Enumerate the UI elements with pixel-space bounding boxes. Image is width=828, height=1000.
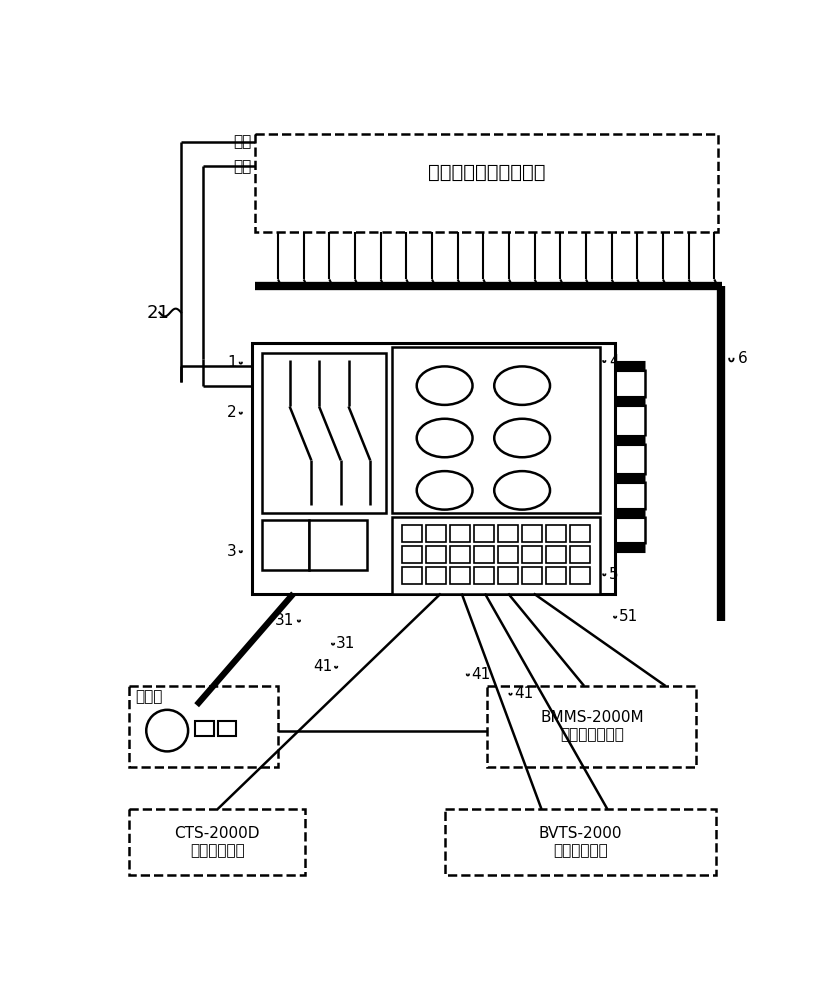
Text: 正极: 正极 [233, 134, 252, 149]
Bar [444, 809, 715, 875]
Bar [309, 520, 367, 570]
Text: 41: 41 [513, 686, 533, 701]
Bar [473, 567, 493, 584]
Bar [497, 567, 518, 584]
Bar [195, 721, 214, 736]
Bar [449, 525, 469, 542]
Text: 负载箱: 负载箱 [135, 689, 162, 704]
Bar [521, 567, 542, 584]
Text: 31: 31 [275, 613, 294, 628]
Bar [401, 525, 421, 542]
Bar [217, 721, 236, 736]
Bar [129, 686, 277, 767]
Bar [521, 525, 542, 542]
Text: 2: 2 [227, 405, 237, 420]
Text: 41: 41 [313, 659, 332, 674]
Bar [487, 686, 696, 767]
Text: 21: 21 [146, 304, 169, 322]
Bar [449, 567, 469, 584]
Bar [473, 546, 493, 563]
Bar [425, 567, 445, 584]
Bar [129, 809, 305, 875]
Bar [545, 525, 566, 542]
Bar [497, 525, 518, 542]
Text: 41: 41 [471, 667, 490, 682]
Bar [425, 546, 445, 563]
Bar [392, 517, 599, 594]
Bar [262, 520, 309, 570]
Bar [392, 347, 599, 513]
Ellipse shape [416, 419, 472, 457]
Text: BVTS-2000
电压测试装置: BVTS-2000 电压测试装置 [538, 826, 621, 858]
Text: 负极: 负极 [233, 159, 252, 174]
Text: 6: 6 [737, 351, 746, 366]
Bar [569, 546, 590, 563]
Bar [497, 546, 518, 563]
Bar [473, 525, 493, 542]
Text: 被测试变电站蓄电池组: 被测试变电站蓄电池组 [427, 163, 545, 182]
Ellipse shape [416, 366, 472, 405]
Bar [569, 525, 590, 542]
Bar [545, 567, 566, 584]
Bar [254, 134, 717, 232]
Bar [401, 546, 421, 563]
Text: 1: 1 [227, 355, 237, 370]
Bar [425, 525, 445, 542]
Bar [569, 567, 590, 584]
Text: 51: 51 [619, 609, 638, 624]
Text: 4: 4 [609, 354, 618, 369]
Text: CTS-2000D
容量测试装置: CTS-2000D 容量测试装置 [174, 826, 260, 858]
Ellipse shape [493, 419, 549, 457]
Bar [545, 546, 566, 563]
Bar [401, 567, 421, 584]
Ellipse shape [493, 471, 549, 510]
Circle shape [146, 710, 188, 751]
Text: 5: 5 [609, 567, 618, 582]
Bar [521, 546, 542, 563]
Bar [262, 353, 386, 513]
Text: 3: 3 [227, 544, 237, 559]
Text: 31: 31 [335, 636, 355, 651]
Text: BMMS-2000M
蓄电池监测装置: BMMS-2000M 蓄电池监测装置 [539, 710, 643, 743]
Bar [449, 546, 469, 563]
Bar [252, 343, 614, 594]
Ellipse shape [493, 366, 549, 405]
Ellipse shape [416, 471, 472, 510]
